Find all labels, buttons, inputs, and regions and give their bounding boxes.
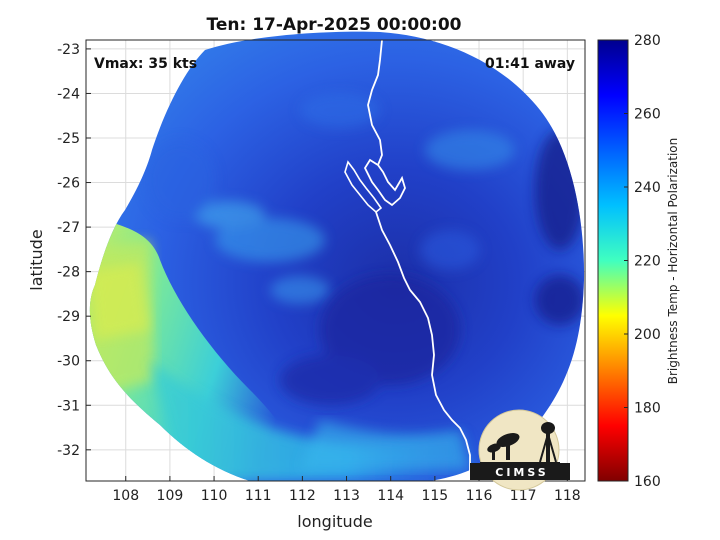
x-tick-label: 114 [377, 488, 404, 504]
colorbar-tick-label: 180 [634, 401, 661, 417]
y-tick-label: -26 [57, 176, 80, 192]
plot-title: Ten: 17-Apr-2025 00:00:00 [207, 15, 462, 35]
x-tick-label: 113 [333, 488, 360, 504]
x-tick-label: 118 [554, 488, 581, 504]
axes-frame [85, 39, 586, 482]
colorbar-tick-label: 160 [634, 474, 661, 490]
colorbar [597, 39, 629, 482]
y-tick-label: -25 [57, 131, 80, 147]
y-tick-label: -30 [57, 354, 80, 370]
colorbar-tick-label: 280 [634, 33, 661, 49]
x-tick-label: 111 [245, 488, 272, 504]
x-tick-label: 112 [289, 488, 316, 504]
colorbar-tick-label: 200 [634, 327, 661, 343]
vmax-annotation: Vmax: 35 kts [94, 56, 197, 72]
x-tick-label: 109 [157, 488, 184, 504]
y-tick-label: -28 [57, 265, 80, 281]
x-tick-label: 108 [112, 488, 139, 504]
coastline-south [375, 211, 471, 481]
coastline [363, 40, 406, 207]
axis-ticks: 108 109 110 111 112 113 114 115 116 117 118 -23 -24 -… [57, 42, 581, 504]
x-tick-label: 117 [510, 488, 537, 504]
logo-text: CIMSS [495, 466, 548, 479]
y-tick-label: -24 [57, 86, 80, 102]
colorbar-ticks: 280 260 240 220 200 180 160 [624, 33, 661, 490]
y-tick-label: -27 [57, 220, 80, 236]
time-away-annotation: 01:41 away [485, 56, 575, 72]
coastline-peninsula [344, 160, 383, 214]
x-tick-label: 110 [201, 488, 228, 504]
y-tick-label: -29 [57, 309, 80, 325]
x-tick-label: 116 [466, 488, 493, 504]
x-tick-label: 115 [421, 488, 448, 504]
colorbar-label: Brightness Temp - Horizontal Polarizatio… [666, 138, 680, 385]
x-axis-label: longitude [297, 512, 372, 531]
colorbar-tick-label: 240 [634, 180, 661, 196]
y-tick-label: -32 [57, 443, 80, 459]
colorbar-tick-label: 260 [634, 107, 661, 123]
cimss-logo: CIMSS [470, 409, 570, 491]
y-tick-label: -23 [57, 42, 80, 58]
y-tick-label: -31 [57, 398, 80, 414]
colorbar-tick-label: 220 [634, 254, 661, 270]
y-axis-label: latitude [27, 229, 46, 290]
